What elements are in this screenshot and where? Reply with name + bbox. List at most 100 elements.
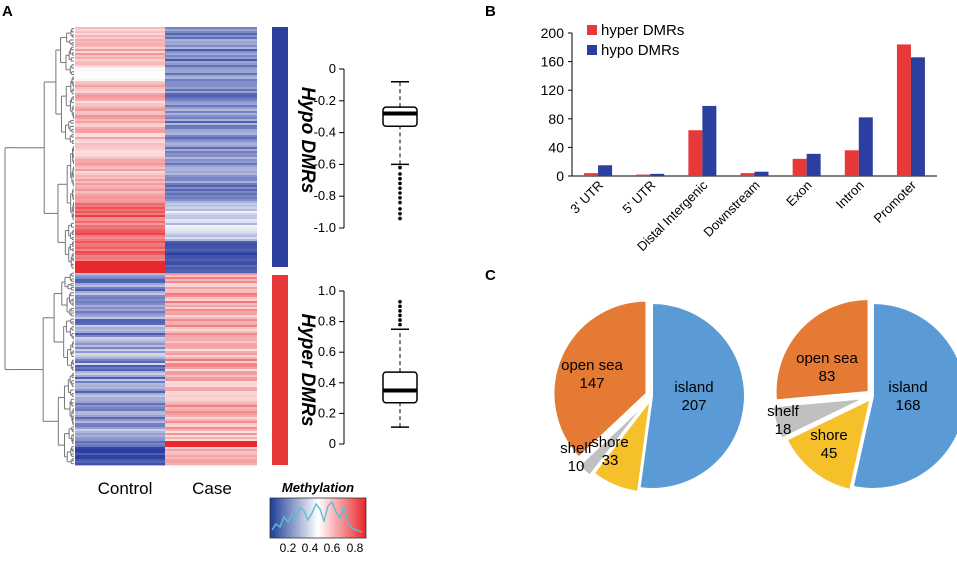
heatmap-cell-control <box>75 253 165 256</box>
heatmap-cell-case <box>165 149 257 152</box>
heatmap-cell-control <box>75 299 165 302</box>
hypo-group-bar <box>272 27 288 267</box>
heatmap-cell-control <box>75 31 165 34</box>
heatmap-cell-case <box>165 463 257 466</box>
pie-label: shelf <box>767 403 800 420</box>
heatmap-cell-case <box>165 303 257 306</box>
heatmap-cell-case <box>165 101 257 104</box>
heatmap-cell-case <box>165 45 257 48</box>
heatmap-cell-case <box>165 51 257 54</box>
bar-y-tick-label: 120 <box>541 82 565 98</box>
heatmap-cell-control <box>75 95 165 98</box>
heatmap-cell-case <box>165 433 257 436</box>
heatmap-cell-control <box>75 103 165 106</box>
heatmap-cell-control <box>75 173 165 176</box>
heatmap-cell-case <box>165 421 257 424</box>
heatmap-cell-control <box>75 215 165 218</box>
heatmap-cell-control <box>75 135 165 138</box>
heatmap-cell-control <box>75 411 165 414</box>
box-outlier <box>398 181 402 186</box>
heatmap-cell-case <box>165 63 257 66</box>
box-iqr <box>382 106 418 127</box>
pie-slice-island <box>638 301 746 490</box>
heatmap-cell-control <box>75 375 165 378</box>
pie-slice-shore <box>592 396 652 493</box>
heatmap-cell-case <box>165 253 257 256</box>
heatmap-cell-case <box>165 311 257 314</box>
heatmap-cell-case <box>165 387 257 390</box>
heatmap-cell-case <box>165 293 257 296</box>
heatmap-cell-control <box>75 325 165 328</box>
heatmap-cell-control <box>75 33 165 36</box>
heatmap-cell-case <box>165 197 257 200</box>
heatmap-cell-case <box>165 201 257 204</box>
heatmap-cell-control <box>75 369 165 372</box>
heatmap-cell-case <box>165 155 257 158</box>
heatmap-cell-case <box>165 377 257 380</box>
box-outlier <box>398 186 402 191</box>
heatmap-cell-control <box>75 121 165 124</box>
heatmap-cell-case <box>165 415 257 418</box>
heatmap-cell-control <box>75 435 165 438</box>
heatmap-cell-case <box>165 255 257 258</box>
heatmap-cell-case <box>165 343 257 346</box>
heatmap-cell-control <box>75 113 165 116</box>
dendrogram <box>4 27 75 465</box>
heatmap-cell-case <box>165 147 257 150</box>
heatmap-cell-case <box>165 199 257 202</box>
heatmap-cell-control <box>75 119 165 122</box>
heatmap-cell-control <box>75 63 165 66</box>
colorbar-tick-1: 0.2 <box>280 541 297 555</box>
heatmap-cell-case <box>165 157 257 160</box>
heatmap-cell-case <box>165 431 257 434</box>
heatmap-cell-control <box>75 125 165 128</box>
pie-label: island <box>674 379 713 396</box>
bar-hypo <box>910 57 925 177</box>
heatmap-cell-case <box>165 257 257 260</box>
heatmap-cell-control <box>75 321 165 324</box>
heatmap-cell-case <box>165 237 257 240</box>
bar-hyper <box>740 173 755 176</box>
heatmap-cell-case <box>165 159 257 162</box>
heatmap-cell-case <box>165 351 257 354</box>
pie-label: shore <box>591 434 629 451</box>
bar-x-tick-label: 3' UTR <box>567 178 606 217</box>
heatmap-cell-control <box>75 213 165 216</box>
heatmap-cell-case <box>165 229 257 232</box>
heatmap-cell-control <box>75 323 165 326</box>
heatmap-cell-control <box>75 415 165 418</box>
heatmap-cell-case <box>165 249 257 252</box>
heatmap-cell-case <box>165 263 257 266</box>
heatmap-cell-control <box>75 331 165 334</box>
colorbar-tick-3: 0.6 <box>324 541 341 555</box>
heatmap-cell-control <box>75 29 165 32</box>
bar-hyper <box>844 150 859 176</box>
heatmap-cell-control <box>75 371 165 374</box>
heatmap-cell-case <box>165 239 257 242</box>
heatmap-cell-case <box>165 91 257 94</box>
colorbar-density-line <box>271 500 363 533</box>
heatmap-cell-control <box>75 193 165 196</box>
heatmap-cell-control <box>75 57 165 60</box>
box-outlier <box>398 318 402 322</box>
heatmap-cell-case <box>165 335 257 338</box>
heatmap-cell-control <box>75 345 165 348</box>
heatmap-cell-case <box>165 113 257 116</box>
heatmap-cell-case <box>165 403 257 406</box>
bar-x-tick-label: Intron <box>833 178 867 212</box>
heatmap-cell-control <box>75 219 165 222</box>
bar-hypo <box>598 165 613 176</box>
heatmap-cell-case <box>165 145 257 148</box>
bar-x-tick-label: Exon <box>783 178 815 210</box>
bar-x-tick-label: Downstream <box>700 178 762 240</box>
heatmap-cell-control <box>75 425 165 428</box>
heatmap-cell-control <box>75 155 165 158</box>
heatmap-cell-control <box>75 179 165 182</box>
heatmap-cell-case <box>165 83 257 86</box>
heatmap-cell-control <box>75 317 165 320</box>
heatmap-cell-case <box>165 95 257 98</box>
heatmap-cell-control <box>75 433 165 436</box>
legend-label: hypo DMRs <box>601 42 679 59</box>
heatmap-cell-case <box>165 407 257 410</box>
